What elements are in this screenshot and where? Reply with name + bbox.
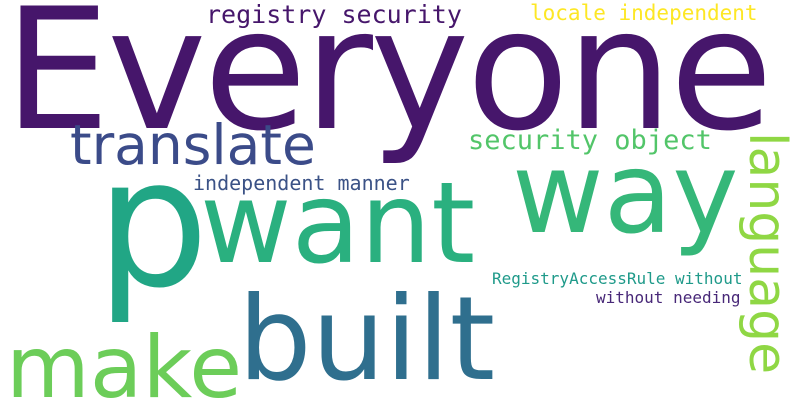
word-built: built [238,272,496,400]
word-registryaccessrule-without: RegistryAccessRule without [492,269,743,288]
word-make: make [6,318,243,400]
word-security-object: security object [468,125,712,156]
word-p: p [96,120,209,327]
word-everyone: Everyone [4,0,773,168]
word-language: language [737,132,797,375]
word-without-needing: without needing [596,288,741,307]
word-want: want [200,159,476,289]
word-independent-manner: independent manner [193,171,410,195]
word-registry-security: registry security [206,0,462,29]
word-translate: translate [70,113,316,177]
word-locale-independent: locale independent [530,1,758,25]
word-way: way [512,129,739,259]
